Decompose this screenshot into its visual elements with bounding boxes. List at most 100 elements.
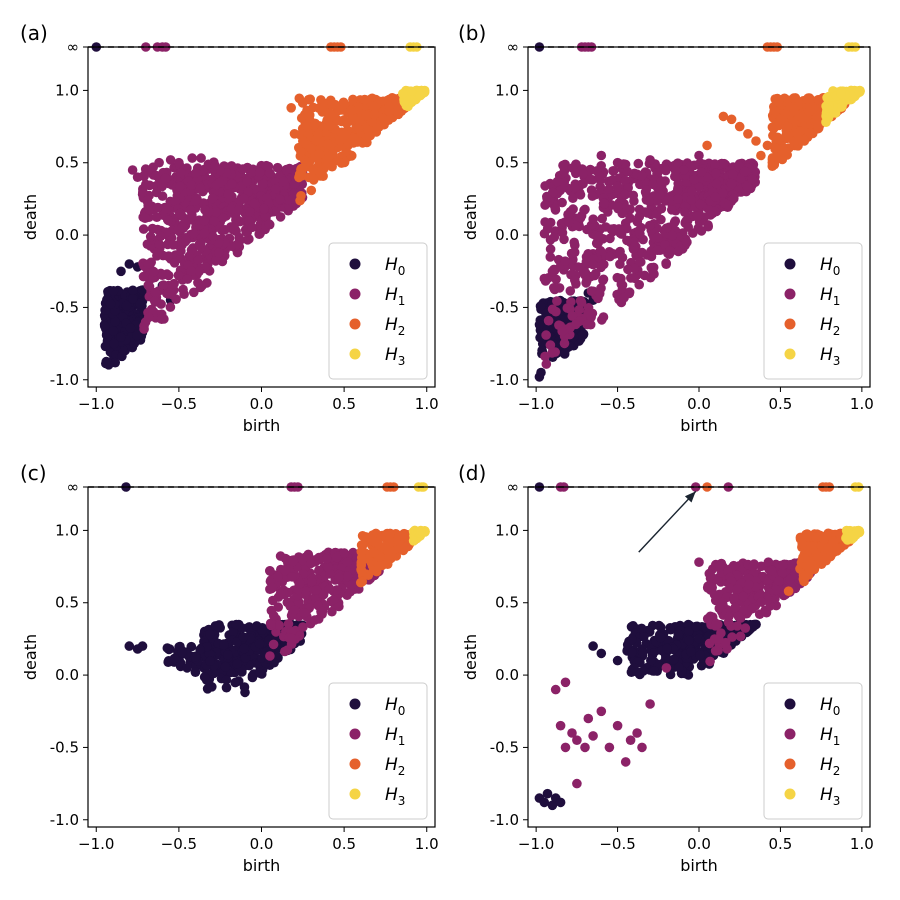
data-point — [655, 632, 666, 643]
data-point — [559, 338, 570, 349]
data-point — [220, 225, 230, 235]
data-point — [771, 152, 781, 162]
data-point — [607, 175, 617, 186]
legend-marker — [784, 318, 796, 330]
data-point — [354, 116, 365, 126]
data-point — [138, 187, 148, 197]
data-point — [298, 622, 308, 632]
data-point — [572, 735, 582, 745]
data-point — [629, 273, 640, 284]
data-point — [789, 93, 799, 103]
data-point — [200, 205, 210, 215]
data-point — [273, 571, 283, 582]
data-point — [296, 113, 307, 123]
data-point — [199, 228, 210, 239]
data-point — [565, 286, 576, 296]
data-point — [186, 266, 197, 276]
data-point — [288, 556, 299, 567]
data-point — [138, 224, 149, 234]
data-point — [575, 213, 586, 223]
data-point — [99, 321, 110, 331]
data-point — [678, 165, 689, 175]
data-point — [380, 541, 391, 552]
data-point — [742, 181, 753, 192]
data-point — [836, 102, 846, 112]
data-point — [559, 234, 569, 245]
data-point — [163, 215, 173, 226]
data-point — [770, 106, 780, 116]
data-point — [625, 735, 636, 745]
data-point — [797, 112, 808, 123]
data-point — [170, 196, 181, 207]
panel-2: (b)−1.0 −0.5 0.0 0.5 1.0-1.0-0.50.00.51.0∞bi… — [458, 21, 874, 435]
data-point — [101, 358, 111, 369]
data-point — [245, 207, 255, 217]
data-point — [238, 164, 248, 174]
data-point — [541, 330, 551, 340]
data-point — [694, 150, 704, 161]
data-point — [289, 129, 300, 139]
y-tick-label: -1.0 — [490, 811, 519, 829]
data-point — [288, 193, 298, 204]
x-axis-label: birth — [680, 416, 718, 435]
data-point — [545, 217, 556, 228]
data-point — [583, 713, 594, 724]
data-point — [774, 576, 784, 586]
data-point — [595, 245, 606, 256]
data-point — [634, 211, 645, 222]
y-tick-label: 0.5 — [55, 154, 79, 172]
data-point — [687, 186, 697, 197]
data-point — [836, 89, 846, 99]
data-point — [195, 183, 206, 194]
y-axis-label: death — [21, 194, 40, 240]
y-tick-label: -0.5 — [50, 298, 79, 316]
legend-marker — [349, 698, 361, 710]
data-point — [594, 171, 605, 182]
data-point — [339, 548, 350, 558]
legend-box — [763, 682, 863, 820]
data-point — [296, 147, 306, 157]
panel-4: (d)−1.0 −0.5 0.0 0.5 1.0-1.0-0.50.00.51.0∞bi… — [458, 461, 874, 875]
data-point — [571, 168, 581, 179]
data-point — [692, 211, 703, 221]
x-axis-label: birth — [243, 856, 281, 875]
data-point — [594, 288, 605, 299]
data-point — [189, 287, 199, 298]
data-point — [734, 121, 745, 132]
data-point — [151, 170, 161, 181]
data-point — [813, 119, 824, 129]
data-point — [634, 226, 644, 236]
scatter-points — [534, 42, 865, 382]
data-point — [683, 222, 693, 232]
data-point — [560, 256, 570, 267]
legend-marker — [784, 788, 796, 800]
data-point — [583, 308, 593, 318]
x-tick-label: −1.0 — [78, 395, 114, 413]
data-point — [393, 108, 404, 119]
data-point — [805, 128, 816, 138]
data-point — [535, 301, 546, 312]
data-point — [536, 367, 546, 378]
data-point — [580, 742, 590, 753]
data-point — [334, 105, 344, 115]
data-point — [673, 246, 684, 257]
data-point — [162, 643, 173, 653]
data-point — [342, 571, 353, 582]
data-point — [596, 648, 607, 659]
data-point — [613, 202, 623, 212]
data-point — [740, 623, 751, 633]
data-point — [578, 178, 588, 189]
data-point — [357, 566, 367, 577]
data-point — [178, 284, 188, 295]
data-point — [128, 285, 138, 296]
data-point — [121, 300, 132, 311]
data-point — [296, 163, 307, 174]
data-point — [361, 110, 372, 121]
data-point — [207, 193, 218, 204]
data-point — [305, 94, 316, 104]
data-point — [605, 251, 615, 262]
data-point — [569, 247, 580, 258]
